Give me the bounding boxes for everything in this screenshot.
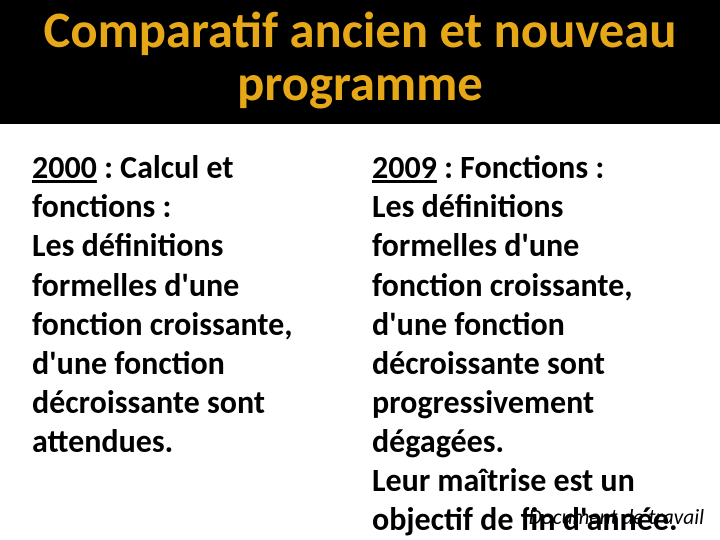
left-heading: 2000	[32, 148, 97, 187]
footer-note: Document de travail	[529, 504, 704, 530]
left-body-strong: attendues	[32, 422, 165, 461]
left-body: Les définitions formelles d'une fonction…	[32, 226, 292, 421]
columns: 2000 : Calcul et fonctions : Les définit…	[0, 124, 720, 538]
right-body-after: .	[496, 422, 505, 461]
left-body-after: .	[165, 422, 174, 461]
slide-title: Comparatif ancien et nouveau programme	[20, 4, 700, 110]
right-body-strong: progressivement dégagées	[372, 383, 594, 461]
right-column: 2009 : Fonctions : Les définitions forme…	[372, 148, 688, 538]
title-bar: Comparatif ancien et nouveau programme	[0, 0, 720, 124]
slide: Comparatif ancien et nouveau programme 2…	[0, 0, 720, 540]
left-column: 2000 : Calcul et fonctions : Les définit…	[32, 148, 348, 538]
right-body: Les définitions formelles d'une fonction…	[372, 187, 632, 382]
right-part2-before: Leur maîtrise est un	[372, 461, 635, 500]
right-heading-after: : Fonctions :	[437, 148, 604, 187]
right-heading: 2009	[372, 148, 437, 187]
